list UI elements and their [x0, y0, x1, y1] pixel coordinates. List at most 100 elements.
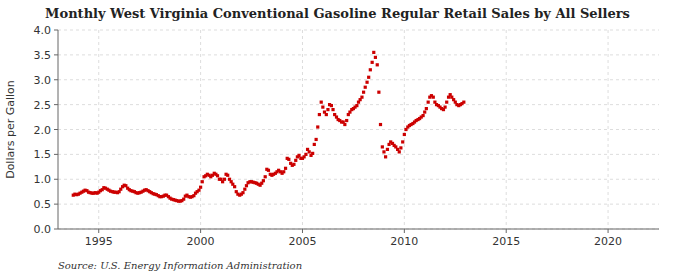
- y-tick-label: 2.5: [34, 99, 52, 112]
- point: [367, 76, 370, 79]
- y-tick: [54, 104, 58, 105]
- point: [308, 150, 311, 153]
- point: [318, 113, 321, 116]
- grid-line: [506, 30, 507, 229]
- grid-line: [58, 129, 659, 130]
- y-axis-label: Dollars per Gallon: [4, 80, 17, 179]
- point: [371, 61, 374, 64]
- grid-line: [608, 30, 609, 229]
- x-tick-label: 1995: [85, 235, 113, 248]
- point: [243, 188, 246, 191]
- y-tick: [54, 204, 58, 205]
- y-tick-label: 4.0: [34, 24, 52, 37]
- point: [399, 146, 402, 149]
- grid-line: [58, 54, 659, 55]
- grid-line: [58, 30, 659, 31]
- point: [443, 106, 446, 109]
- point: [423, 110, 426, 113]
- point: [379, 123, 382, 126]
- y-tick: [54, 229, 58, 230]
- point: [382, 150, 385, 153]
- point: [287, 158, 290, 161]
- x-tick-label: 2000: [187, 235, 215, 248]
- point: [325, 113, 328, 116]
- point: [360, 96, 363, 99]
- y-tick-label: 3.0: [34, 74, 52, 87]
- point: [425, 107, 428, 110]
- point: [292, 163, 295, 166]
- x-tick-label: 2020: [594, 235, 622, 248]
- y-tick: [54, 129, 58, 130]
- y-tick: [54, 154, 58, 155]
- point: [403, 133, 406, 136]
- point: [372, 51, 375, 54]
- point: [427, 101, 430, 104]
- x-tick-label: 2010: [390, 235, 418, 248]
- grid-line: [58, 104, 659, 105]
- y-tick-label: 3.5: [34, 49, 52, 62]
- grid-line: [58, 154, 659, 155]
- point: [362, 91, 365, 94]
- point: [311, 152, 314, 155]
- point: [201, 180, 204, 183]
- point: [421, 114, 424, 117]
- x-tick-label: 2005: [288, 235, 316, 248]
- point: [321, 106, 324, 109]
- point: [267, 169, 270, 172]
- point: [320, 101, 323, 104]
- y-tick: [54, 30, 58, 31]
- grid-line: [98, 30, 99, 229]
- point: [313, 143, 316, 146]
- x-tick: [200, 229, 201, 233]
- point: [374, 56, 377, 59]
- y-tick-label: 0.5: [34, 198, 52, 211]
- chart: 1995200020052010201520200.00.51.01.52.02…: [0, 0, 675, 275]
- point: [197, 189, 200, 192]
- point: [262, 179, 265, 182]
- points: [72, 51, 466, 203]
- point: [365, 81, 368, 84]
- x-tick-label: 2015: [492, 235, 520, 248]
- point: [355, 104, 358, 107]
- point: [182, 198, 185, 201]
- point: [369, 68, 372, 71]
- y-tick-label: 0.0: [34, 223, 52, 236]
- point: [401, 140, 404, 143]
- point: [398, 150, 401, 153]
- x-tick: [98, 229, 99, 233]
- x-tick: [302, 229, 303, 233]
- grid-line: [58, 79, 659, 80]
- point: [315, 138, 318, 141]
- grid-line: [200, 30, 201, 229]
- point: [199, 186, 202, 189]
- point: [226, 174, 229, 177]
- point: [331, 108, 334, 111]
- point: [297, 154, 300, 157]
- point: [381, 145, 384, 148]
- point: [233, 185, 236, 188]
- point: [264, 175, 267, 178]
- point: [364, 86, 367, 89]
- point: [384, 155, 387, 158]
- axes: 1995200020052010201520200.00.51.01.52.02…: [34, 24, 623, 248]
- point: [330, 104, 333, 107]
- point: [343, 123, 346, 126]
- x-tick: [608, 229, 609, 233]
- grid: [58, 30, 659, 229]
- grid-line: [302, 30, 303, 229]
- point: [282, 170, 285, 173]
- point: [284, 167, 287, 170]
- x-tick: [506, 229, 507, 233]
- grid-line: [58, 179, 659, 180]
- point: [462, 101, 465, 104]
- grid-line: [58, 204, 659, 205]
- point: [326, 108, 329, 111]
- point: [223, 178, 226, 181]
- x-axis-line: [58, 229, 659, 230]
- point: [445, 101, 448, 104]
- point: [294, 159, 297, 162]
- point: [304, 153, 307, 156]
- y-tick-label: 2.0: [34, 124, 52, 137]
- annotation: Source: U.S. Energy Information Administ…: [58, 260, 302, 271]
- title: Monthly West Virginia Conventional Gasol…: [45, 6, 630, 21]
